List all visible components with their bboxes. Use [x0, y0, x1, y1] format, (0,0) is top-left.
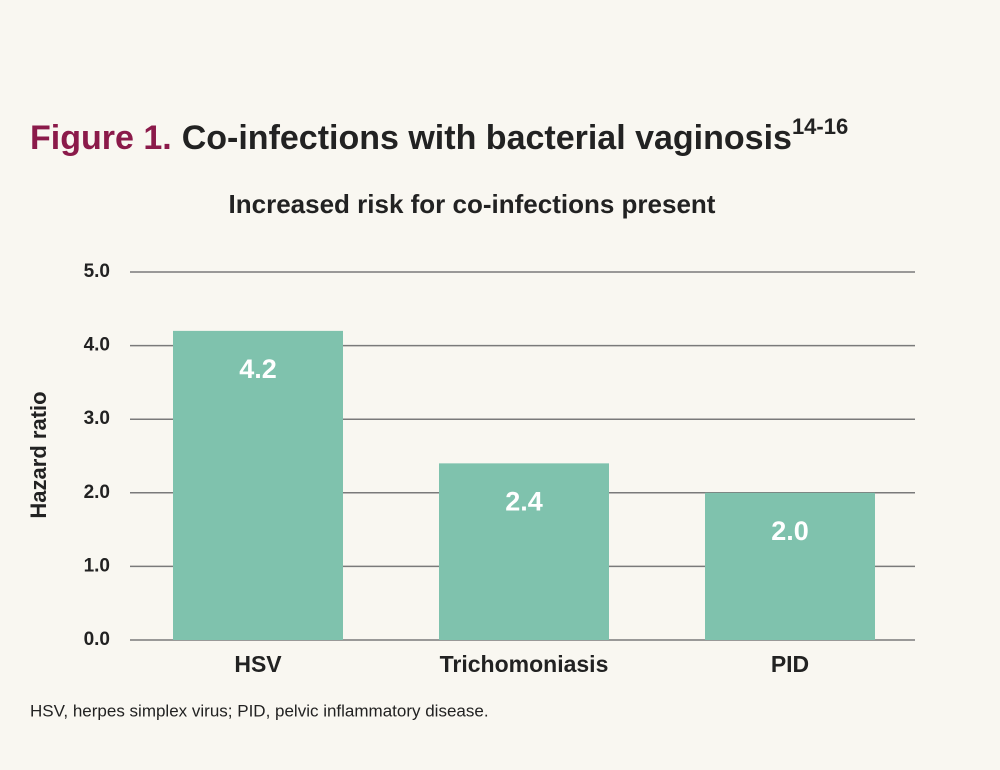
- title-superscript: 14-16: [792, 114, 848, 139]
- bar: [173, 330, 343, 640]
- x-tick-label: PID: [771, 651, 809, 677]
- footnote: HSV, herpes simplex virus; PID, pelvic i…: [30, 701, 489, 720]
- y-axis-label: Hazard ratio: [26, 391, 51, 518]
- value-label: 2.4: [505, 486, 543, 516]
- value-label: 2.0: [771, 516, 809, 546]
- chart-title: Figure 1. Co-infections with bacterial va…: [30, 114, 848, 157]
- x-tick-label: Trichomoniasis: [440, 651, 609, 677]
- value-label: 4.2: [239, 354, 277, 384]
- x-tick-label: HSV: [234, 651, 282, 677]
- y-tick-label: 5.0: [84, 261, 110, 282]
- y-tick-label: 1.0: [84, 555, 110, 576]
- y-tick-label: 0.0: [84, 629, 110, 650]
- title-prefix: Figure 1.: [30, 119, 172, 157]
- title-text: Co-infections with bacterial vaginosis: [182, 119, 792, 157]
- y-tick-label: 3.0: [84, 408, 110, 429]
- y-tick-label: 2.0: [84, 482, 110, 503]
- chart-subtitle: Increased risk for co-infections present: [229, 189, 716, 219]
- bar: [705, 492, 875, 640]
- bar: [439, 463, 609, 640]
- y-tick-label: 4.0: [84, 335, 110, 356]
